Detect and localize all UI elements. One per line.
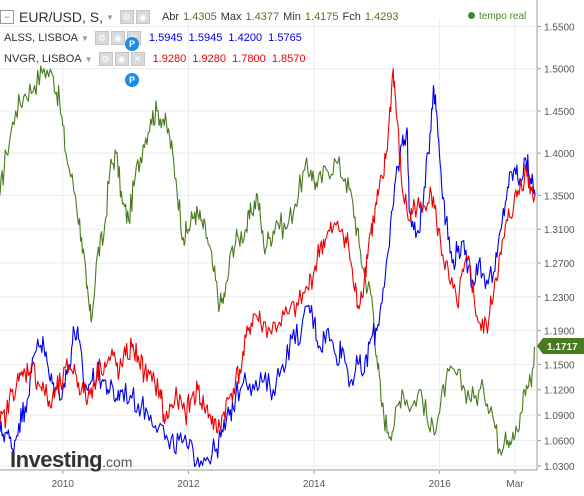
chevron-down-icon[interactable]: ▼ <box>84 54 93 64</box>
high-label: Max <box>220 11 242 23</box>
chart-grid <box>0 0 538 471</box>
y-tick-label: 1.0300 <box>544 462 575 473</box>
legend-nvgr: NVGR, LISBOA ▼ ⚙ ◉ ✕ 1.9280 1.9280 1.780… <box>4 51 305 67</box>
series-line <box>0 68 536 434</box>
settings-icon[interactable]: ⚙ <box>98 52 113 66</box>
y-tick-label: 1.3100 <box>544 225 575 236</box>
status-dot-icon <box>468 12 475 19</box>
realtime-label: tempo real <box>479 11 527 22</box>
high-value: 1.4377 <box>245 11 280 23</box>
y-tick-label: 1.1200 <box>544 386 575 397</box>
alss-values: 1.5945 1.5945 1.4200 1.5765 <box>148 32 302 44</box>
visibility-icon[interactable]: ◉ <box>110 31 125 45</box>
y-tick-label: 1.5500 <box>544 22 575 33</box>
y-tick-label: 1.1900 <box>544 327 575 338</box>
event-marker-icon[interactable]: P <box>125 73 139 87</box>
y-tick-label: 1.0600 <box>544 436 575 447</box>
realtime-indicator: tempo real <box>468 11 526 22</box>
y-tick-label: 1.4500 <box>544 107 575 118</box>
x-tick-label: 2012 <box>177 479 200 490</box>
x-tick-label: Mar <box>506 479 524 490</box>
chart-series <box>0 65 536 468</box>
legend-main: − EUR/USD, S, ▼ ⚙ ◉ Abr 1.4305 Max 1.437… <box>0 9 399 25</box>
logo-name: Investing <box>10 447 103 472</box>
close-label: Fch <box>342 11 361 23</box>
settings-icon[interactable]: ⚙ <box>94 31 109 45</box>
open-value: 1.4305 <box>183 11 217 23</box>
visibility-icon[interactable]: ◉ <box>114 52 129 66</box>
last-value-label: 1.1717 <box>547 342 578 353</box>
y-tick-label: 1.0900 <box>544 411 575 422</box>
low-label: Min <box>283 11 301 23</box>
y-tick-label: 1.1500 <box>544 360 575 371</box>
x-tick-label: 2010 <box>52 479 75 490</box>
settings-icon[interactable]: ⚙ <box>119 10 134 24</box>
last-value-badge: 1.1717 <box>537 338 584 355</box>
event-marker-icon[interactable]: P <box>125 37 139 51</box>
y-tick-label: 1.3500 <box>544 191 575 202</box>
y-tick-label: 1.5000 <box>544 65 575 76</box>
close-icon[interactable]: ✕ <box>130 52 145 66</box>
logo-suffix: .com <box>102 454 133 470</box>
chevron-down-icon[interactable]: ▼ <box>106 12 114 22</box>
x-tick-label: 2016 <box>429 479 452 490</box>
series-line <box>0 65 536 456</box>
y-axis: 1.5500 1.5000 1.4500 1.4000 1.3500 1.3100 1.27… <box>537 22 575 473</box>
last-value-box <box>537 338 584 355</box>
close-value: 1.4293 <box>364 11 399 23</box>
legend-alss: ALSS, LISBOA ▼ ⚙ ◉ ✕ 1.5945 1.5945 1.420… <box>4 30 302 46</box>
chevron-down-icon[interactable]: ▼ <box>80 33 89 43</box>
investing-logo: Investing.com <box>10 447 132 473</box>
alss-symbol: ALSS, LISBOA <box>4 32 78 44</box>
nvgr-values: 1.9280 1.9280 1.7800 1.8570 <box>152 53 306 65</box>
low-value: 1.4175 <box>304 11 339 23</box>
collapse-icon[interactable]: − <box>0 10 14 24</box>
main-symbol: EUR/USD, S, <box>19 9 104 25</box>
y-tick-label: 1.2700 <box>544 259 575 270</box>
y-tick-label: 1.4000 <box>544 149 575 160</box>
x-tick-label: 2014 <box>303 479 326 490</box>
x-axis: 2010 2012 2014 2016 Mar <box>52 470 524 490</box>
visibility-icon[interactable]: ◉ <box>135 10 150 24</box>
open-label: Abr <box>161 11 180 23</box>
nvgr-symbol: NVGR, LISBOA <box>4 53 82 65</box>
series-line <box>0 85 536 468</box>
y-tick-label: 1.2300 <box>544 293 575 304</box>
